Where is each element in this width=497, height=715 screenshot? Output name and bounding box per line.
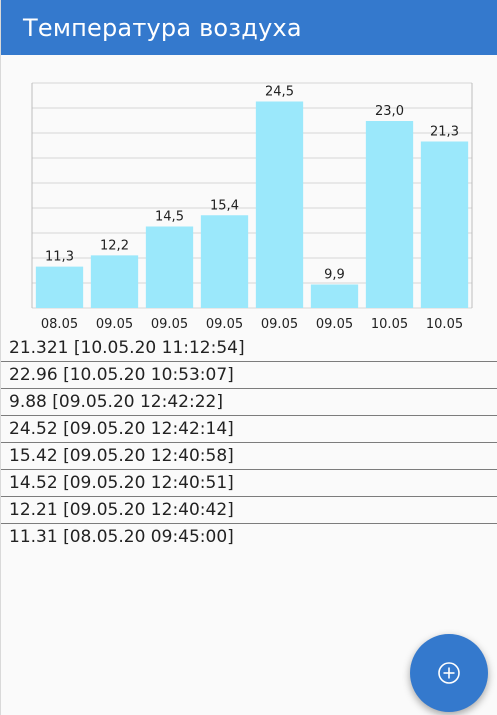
reading-item[interactable]: 11.31 [08.05.20 09:45:00] <box>9 527 234 547</box>
temperature-chart-area: 11,3 12,2 14,5 15,4 24,5 9,9 23,0 21,3 08.05 09.… <box>1 55 497 335</box>
chart-data-label: 15,4 <box>210 198 239 213</box>
chart-data-label: 9,9 <box>324 268 345 283</box>
chart-data-label: 11,3 <box>45 250 74 265</box>
reading-item[interactable]: 14.52 [09.05.20 12:40:51] <box>1 470 497 497</box>
chart-x-tick-label: 09.05 <box>151 317 188 332</box>
chart-x-tick-label: 10.05 <box>371 317 408 332</box>
chart-x-tick-label: 08.05 <box>41 317 78 332</box>
chart-data-labels: 11,3 12,2 14,5 15,4 24,5 9,9 23,0 21,3 <box>45 85 459 283</box>
chart-bar <box>365 121 414 308</box>
reading-item[interactable]: 9.88 [09.05.20 12:42:22] <box>1 389 497 416</box>
reading-item[interactable]: 22.96 [10.05.20 10:53:07] <box>1 362 497 389</box>
chart-bar <box>90 255 139 308</box>
reading-item[interactable]: 21.321 [10.05.20 11:12:54] <box>1 335 497 362</box>
chart-data-label: 14,5 <box>155 210 184 225</box>
chart-bars <box>35 101 469 308</box>
readings-list: 21.321 [10.05.20 11:12:54] 22.96 [10.05.… <box>1 335 497 551</box>
app-bar: Температура воздуха <box>1 0 497 55</box>
temperature-bar-chart: 11,3 12,2 14,5 15,4 24,5 9,9 23,0 21,3 08.05 09.… <box>31 82 473 332</box>
chart-data-label: 12,2 <box>100 238 129 253</box>
chart-bar <box>310 284 359 308</box>
app-title: Температура воздуха <box>23 14 302 42</box>
reading-item[interactable]: 12.21 [09.05.20 12:40:42] <box>1 497 497 524</box>
chart-bar <box>255 101 304 308</box>
chart-x-tick-label: 09.05 <box>206 317 243 332</box>
chart-data-label: 23,0 <box>375 104 404 119</box>
reading-item[interactable]: 24.52 [09.05.20 12:42:14] <box>1 416 497 443</box>
chart-bar <box>145 226 194 308</box>
chart-bar <box>200 215 249 308</box>
add-reading-button[interactable] <box>410 634 488 712</box>
reading-item[interactable]: 15.42 [09.05.20 12:40:58] <box>1 443 497 470</box>
chart-x-tick-label: 09.05 <box>316 317 353 332</box>
add-circle-icon <box>438 662 460 684</box>
chart-data-label: 24,5 <box>265 85 294 100</box>
chart-bar <box>420 141 469 308</box>
chart-data-label: 21,3 <box>430 124 459 139</box>
chart-x-tick-label: 09.05 <box>261 317 298 332</box>
chart-bar <box>35 266 84 308</box>
chart-x-axis: 08.05 09.05 09.05 09.05 09.05 09.05 10.05 10.05 <box>41 317 463 332</box>
chart-x-tick-label: 09.05 <box>96 317 133 332</box>
chart-x-tick-label: 10.05 <box>426 317 463 332</box>
